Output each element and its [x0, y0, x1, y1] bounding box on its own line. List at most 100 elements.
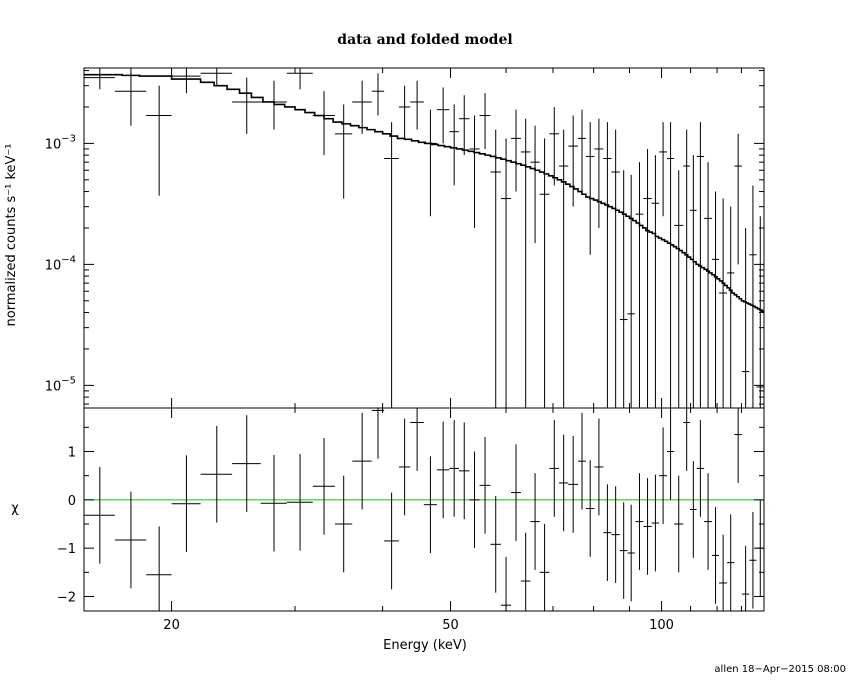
residual-point	[410, 408, 424, 471]
x-tick-label: 20	[163, 618, 180, 633]
data-point	[585, 122, 595, 255]
residual-point	[727, 514, 735, 611]
data-point	[727, 206, 735, 408]
residual-point	[643, 478, 652, 575]
model-step-path	[84, 73, 764, 313]
residual-point	[711, 507, 720, 604]
data-point	[286, 68, 313, 90]
data-point	[449, 104, 459, 186]
residual-point	[651, 474, 660, 572]
data-point	[146, 85, 172, 196]
y-tick-label: 10−3	[45, 133, 76, 152]
data-point	[749, 185, 757, 408]
residual-point	[114, 491, 147, 589]
residual-points	[84, 408, 764, 611]
data-point	[530, 125, 540, 244]
data-point	[458, 95, 470, 156]
data-point	[500, 138, 512, 408]
data-point	[659, 122, 667, 217]
residual-point	[398, 418, 411, 516]
residual-point	[741, 545, 750, 611]
data-point	[479, 93, 491, 149]
residual-point	[469, 451, 480, 549]
data-point	[627, 174, 635, 408]
data-point	[719, 198, 728, 408]
x-tick-label: 50	[442, 618, 459, 633]
residual-point	[490, 495, 501, 593]
data-point	[436, 87, 450, 144]
residual-point	[520, 532, 531, 611]
residual-point	[384, 492, 399, 590]
data-point	[469, 115, 480, 228]
data-point	[200, 68, 233, 86]
residual-point	[171, 455, 201, 553]
data-point	[114, 68, 147, 126]
data-point	[84, 68, 115, 90]
residual-point	[539, 524, 550, 611]
residual-point	[352, 412, 372, 510]
residual-point	[666, 408, 675, 500]
residual-point	[704, 473, 712, 570]
residual-point	[594, 418, 604, 516]
residual-point	[146, 526, 172, 611]
residual-point	[200, 425, 233, 523]
bottom-panel: −2 −1 0 1 20 50 100	[57, 407, 765, 633]
bottom-y-axis: −2 −1 0 1	[57, 426, 764, 606]
x-axis-label: Energy (keV)	[383, 638, 467, 653]
chart-title: data and folded model	[337, 32, 512, 48]
residual-point	[334, 475, 353, 573]
residual-point	[603, 484, 612, 582]
y-tick-label: 0	[68, 494, 76, 509]
residual-point	[674, 475, 684, 573]
data-point	[511, 109, 521, 192]
residual-point	[260, 454, 287, 552]
residual-point	[84, 466, 115, 564]
top-panel: 10−5 10−4 10−3	[45, 67, 765, 409]
y-tick-label: −1	[57, 542, 76, 557]
data-point	[711, 191, 720, 408]
residual-point	[449, 420, 459, 517]
data-point	[260, 80, 287, 130]
footer-timestamp: allen 18−Apr−2015 08:00	[714, 664, 846, 675]
data-point	[683, 129, 691, 408]
top-y-axis-label: normalized counts s⁻¹ keV⁻¹	[4, 144, 19, 327]
residual-point	[312, 437, 335, 535]
residual-point	[511, 444, 521, 541]
data-point	[490, 129, 501, 408]
x-tick-label: 100	[649, 618, 674, 633]
residual-point	[423, 456, 437, 553]
residual-point	[436, 421, 450, 519]
y-tick-label: 1	[68, 446, 76, 461]
residual-point	[749, 511, 757, 609]
residual-point	[500, 556, 512, 611]
residual-point	[696, 420, 705, 517]
data-point	[549, 106, 560, 186]
residual-point	[719, 534, 728, 611]
residual-point	[568, 436, 579, 533]
data-point	[232, 77, 261, 134]
data-point	[643, 148, 652, 408]
data-point	[334, 104, 353, 199]
data-point	[666, 122, 675, 408]
residual-point	[734, 408, 742, 483]
data-point	[594, 118, 604, 228]
data-point	[704, 162, 712, 408]
residual-point	[635, 473, 644, 570]
data-point	[559, 129, 569, 408]
residual-point	[530, 473, 540, 570]
data-point	[423, 109, 437, 217]
data-point	[619, 170, 628, 408]
y-tick-label: 10−5	[45, 375, 76, 394]
data-point	[352, 80, 372, 134]
residual-point	[578, 412, 586, 510]
residual-point	[585, 460, 595, 557]
data-point	[410, 80, 424, 130]
data-point	[674, 170, 684, 408]
residual-point	[549, 420, 560, 517]
residual-point	[559, 434, 569, 532]
residual-point	[286, 453, 313, 551]
residual-point	[458, 422, 470, 520]
residual-point	[371, 408, 385, 459]
data-point	[690, 155, 697, 408]
